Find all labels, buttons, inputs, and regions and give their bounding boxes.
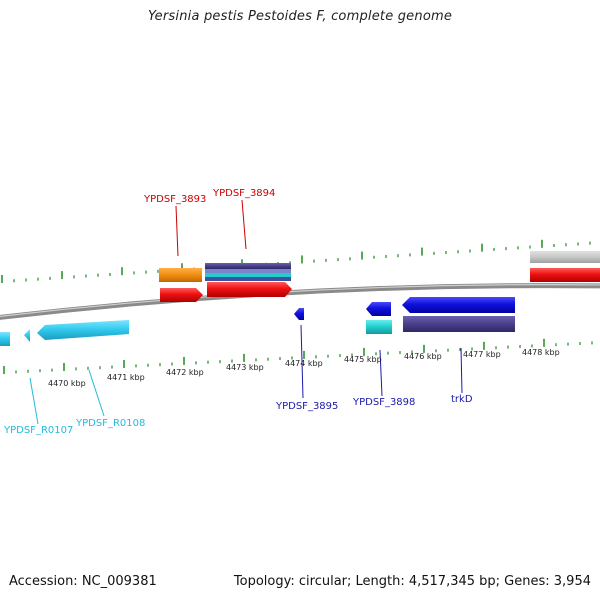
gene-label-ypdsf-3895[interactable]: YPDSF_3895 [275, 401, 338, 412]
gene-label-trkd[interactable]: trkD [451, 394, 473, 405]
gene-label-ypdsf-3894[interactable]: YPDSF_3894 [212, 188, 275, 199]
feature-orange[interactable] [159, 268, 202, 282]
scale-label-4473: 4473 kbp [226, 363, 264, 372]
gene-label-ypdsf-3893[interactable]: YPDSF_3893 [143, 194, 206, 205]
scale-label-4470: 4470 kbp [48, 379, 86, 388]
leader-ypdsf-r0107 [29, 377, 39, 425]
scale-label-4474: 4474 kbp [285, 359, 323, 368]
scale-label-4475: 4475 kbp [344, 355, 382, 364]
leader-ypdsf-3898 [379, 349, 383, 397]
gene-trkd-arrow[interactable] [402, 297, 515, 313]
inner-tick-ring [3, 338, 593, 374]
scale-label-4476: 4476 kbp [404, 352, 442, 361]
scale-label-4477: 4477 kbp [463, 350, 501, 359]
gene-label-ypdsf-r0108[interactable]: YPDSF_R0108 [75, 418, 145, 429]
feature-teal[interactable] [366, 320, 392, 334]
rna-ypdsf-r0108-arrow[interactable] [37, 320, 129, 340]
genome-backbone [0, 283, 600, 320]
scale-label-4472: 4472 kbp [166, 368, 204, 377]
scale-labels: 4470 kbp 4471 kbp 4472 kbp 4473 kbp 4474… [48, 348, 560, 388]
leader-ypdsf-3894 [241, 199, 247, 250]
scale-label-4478: 4478 kbp [522, 348, 560, 357]
leader-trkd [460, 347, 463, 394]
leader-ypdsf-3893 [175, 205, 179, 257]
gene-ypdsf-3894-arrow[interactable] [207, 282, 292, 297]
leader-ypdsf-r0108 [88, 369, 105, 417]
feature-grey[interactable] [530, 251, 600, 263]
feature-purple-stack[interactable] [205, 263, 291, 281]
leader-ypdsf-3895 [300, 324, 304, 399]
gene-label-ypdsf-3898[interactable]: YPDSF_3898 [352, 397, 415, 408]
page-title: Yersinia pestis Pestoides F, complete ge… [147, 9, 453, 24]
outer-tick-ring [1, 239, 591, 283]
genome-summary-text: Topology: circular; Length: 4,517,345 bp… [233, 574, 591, 589]
gene-ypdsf-3893-arrow[interactable] [160, 288, 203, 302]
rna-ypdsf-r0107-arrow[interactable] [24, 329, 30, 342]
scale-label-4471: 4471 kbp [107, 373, 145, 382]
feature-red-right[interactable] [530, 268, 600, 282]
gene-ypdsf-3895-arrow[interactable] [294, 308, 304, 320]
feature-purple-bottom[interactable] [403, 316, 515, 332]
gene-ypdsf-3898-arrow[interactable] [366, 302, 391, 316]
rna-left-edge[interactable] [0, 332, 10, 346]
accession-text: Accession: NC_009381 [9, 574, 157, 589]
gene-label-ypdsf-r0107[interactable]: YPDSF_R0107 [3, 425, 73, 436]
genome-backbone-highlight [0, 284, 600, 318]
